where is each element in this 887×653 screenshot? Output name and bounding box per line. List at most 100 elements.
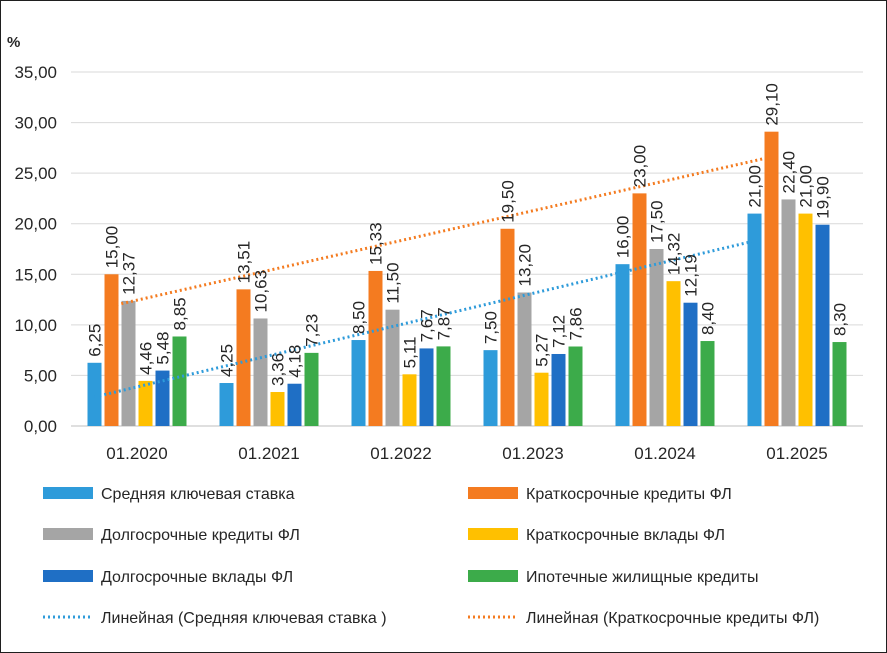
data-label: 29,10 (763, 83, 782, 126)
data-label: 8,85 (171, 297, 190, 330)
data-label: 3,36 (269, 353, 288, 386)
x-tick-label: 01.2020 (106, 444, 167, 463)
bar (568, 346, 583, 426)
data-label: 13,20 (516, 244, 535, 287)
data-label: 7,86 (567, 307, 586, 340)
data-label: 5,48 (154, 331, 173, 364)
bar (483, 350, 498, 426)
bar (700, 341, 715, 426)
data-label: 6,25 (86, 324, 105, 357)
y-tick-label: 35,00 (14, 63, 57, 82)
data-label: 8,30 (831, 303, 850, 336)
legend-label: Ипотечные жилищные кредиты (526, 569, 759, 586)
data-label: 5,11 (401, 336, 420, 368)
y-tick-label: 10,00 (14, 316, 57, 335)
legend-label: Краткосрочные кредиты ФЛ (526, 486, 732, 503)
data-label: 12,19 (682, 254, 701, 297)
bar (500, 228, 515, 426)
data-label: 21,00 (746, 165, 765, 208)
bar (304, 352, 319, 426)
y-tick-label: 20,00 (14, 215, 57, 234)
legend-label: Краткосрочные вклады ФЛ (526, 527, 725, 544)
data-label: 12,37 (120, 252, 139, 295)
data-label: 16,00 (614, 216, 633, 259)
data-label: 11,50 (384, 262, 403, 303)
bar (815, 224, 830, 426)
y-tick-label: 15,00 (14, 265, 57, 284)
x-tick-label: 01.2022 (370, 444, 431, 463)
bar (172, 336, 187, 426)
x-tick-label: 01.2025 (766, 444, 827, 463)
bar (798, 213, 813, 426)
data-label: 7,50 (482, 311, 501, 344)
bar (747, 213, 762, 426)
bar (517, 292, 532, 426)
data-label: 14,32 (665, 233, 684, 276)
bar (683, 302, 698, 426)
legend-swatch (43, 570, 93, 582)
bar (368, 270, 383, 426)
bar (253, 318, 268, 426)
bar (87, 362, 102, 426)
data-label: 19,90 (814, 176, 833, 219)
bar (764, 131, 779, 426)
data-label: 8,50 (350, 301, 369, 334)
bars (87, 131, 847, 426)
y-tick-label: 25,00 (14, 164, 57, 183)
bar (287, 383, 302, 426)
bar (781, 199, 796, 426)
y-axis: 0,00 5,00 10,00 15,00 20,00 25,00 30,00 35,00 (14, 63, 57, 436)
bar (121, 300, 136, 426)
data-label: 15,33 (367, 222, 386, 265)
y-tick-label: 30,00 (14, 114, 57, 133)
data-label: 7,12 (550, 315, 569, 348)
bar (534, 372, 549, 426)
data-label: 19,50 (499, 180, 518, 223)
data-label: 15,00 (103, 226, 122, 269)
y-tick-label: 5,00 (24, 366, 57, 385)
legend-swatch (468, 528, 518, 540)
data-label: 13,51 (235, 241, 254, 284)
data-label: 7,67 (418, 309, 437, 342)
y-tick-label: 0,00 (24, 417, 57, 436)
trendline (94, 239, 755, 399)
data-label: 10,63 (252, 270, 271, 313)
trendlines (94, 155, 772, 399)
data-label: 4,18 (286, 345, 305, 378)
x-tick-label: 01.2021 (238, 444, 299, 463)
bar (632, 193, 647, 426)
gridlines (71, 71, 863, 427)
data-label: 5,27 (533, 334, 552, 367)
legend-label: Средняя ключевая ставка (101, 486, 295, 503)
x-axis: 01.2020 01.2021 01.2022 01.2023 01.2024 01.20… (106, 444, 827, 463)
bar (832, 342, 847, 426)
bar (236, 289, 251, 426)
bar (155, 370, 170, 426)
legend-label: Линейная (Средняя ключевая ставка ) (101, 610, 387, 627)
data-label: 22,40 (780, 151, 799, 194)
bar (351, 340, 366, 426)
x-tick-label: 01.2023 (502, 444, 563, 463)
data-label: 17,50 (648, 200, 667, 243)
bar (551, 353, 566, 426)
data-label: 8,40 (699, 302, 718, 335)
bar (385, 309, 400, 426)
bar (419, 348, 434, 426)
bar (615, 264, 630, 426)
legend-label: Долгосрочные вклады ФЛ (101, 569, 293, 586)
data-label: 4,25 (218, 344, 237, 377)
legend-label: Долгосрочные кредиты ФЛ (101, 527, 300, 544)
legend: Средняя ключевая ставка Краткосрочные кре… (43, 486, 819, 627)
legend-swatch (43, 487, 93, 499)
bar (402, 374, 417, 426)
data-label: 23,00 (631, 145, 650, 188)
legend-swatch (468, 570, 518, 582)
bar (649, 249, 664, 426)
bar (270, 392, 285, 426)
bar (138, 380, 153, 426)
legend-swatch (468, 487, 518, 499)
bar (104, 274, 119, 426)
